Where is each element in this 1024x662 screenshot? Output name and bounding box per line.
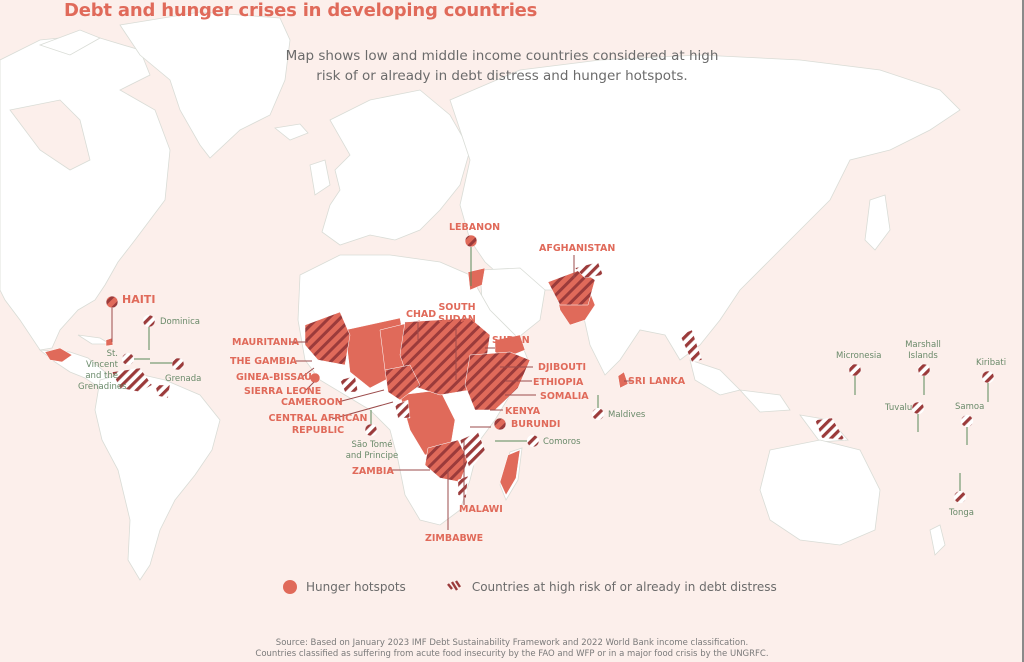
label-grenada: Grenada [165,374,202,384]
label-ethiopia: ETHIOPIA [533,377,584,388]
label-zambia: ZAMBIA [352,466,394,477]
label-guinea-bissau: GINEA-BISSAU [236,372,312,383]
label-djibouti: DJIBOUTI [538,362,587,373]
right-edge-border [1022,0,1024,662]
label-mauritania: MAURITANIA [232,337,300,348]
label-st-vincent-grenadines: St. Vincent and the Grenadines [78,349,127,392]
map-description: Map shows low and middle income countrie… [285,48,719,84]
source-note: Source: Based on January 2023 IMF Debt S… [150,638,874,660]
legend-hunger-label: Hunger hotspots [306,580,406,594]
label-zimbabwe: ZIMBABWE [425,533,484,544]
label-comoros: Comoros [543,437,581,447]
label-tuvalu: Tuvalu [885,403,913,413]
debt-distress-swatch-icon [446,580,461,591]
label-burundi: BURUNDI [511,419,561,430]
label-kiribati: Kiribati [976,358,1007,368]
label-sri-lanka: SRI LANKA [628,376,686,387]
source-line-2: Countries classified as suffering from a… [255,649,769,659]
label-south-sudan: SOUTH SUDAN [438,302,476,325]
legend-debt-label: Countries at high risk of or already in … [471,580,777,594]
label-maldives: Maldives [608,410,646,420]
label-the-gambia: THE GAMBIA [230,356,297,367]
label-cameroon: CAMEROON [281,397,343,408]
map-legend: Hunger hotspots Countries at high risk o… [283,577,777,597]
label-sierra-leone: SIERRA LEONE [244,386,322,397]
label-afghanistan: AFGHANISTAN [539,243,616,254]
hunger-hotspot-swatch-icon [283,580,297,594]
label-sao-tome-principe: São Tomé and Principe [345,440,399,461]
label-sudan: SUDAN [492,335,530,346]
label-lebanon: LEBANON [449,222,501,233]
label-kenya: KENYA [505,406,541,417]
green-leader-lines [134,247,989,491]
label-micronesia: Micronesia [836,351,882,361]
label-marshall-islands: Marshall Islands [905,340,941,361]
label-somalia: SOMALIA [540,391,589,402]
label-tonga: Tonga [949,508,974,518]
label-haiti: HAITI [122,293,156,306]
label-chad: CHAD [406,309,437,320]
label-samoa: Samoa [955,402,985,412]
red-leader-lines [111,255,632,530]
label-malawi: MALAWI [459,504,503,515]
debt-only-regions [111,261,995,504]
label-central-african-republic: CENTRAL AFRICAN REPUBLIC [268,413,368,436]
label-dominica: Dominica [160,317,201,327]
source-line-1: Source: Based on January 2023 IMF Debt S… [275,638,749,648]
page-title: Debt and hunger crises in developing cou… [64,0,538,21]
